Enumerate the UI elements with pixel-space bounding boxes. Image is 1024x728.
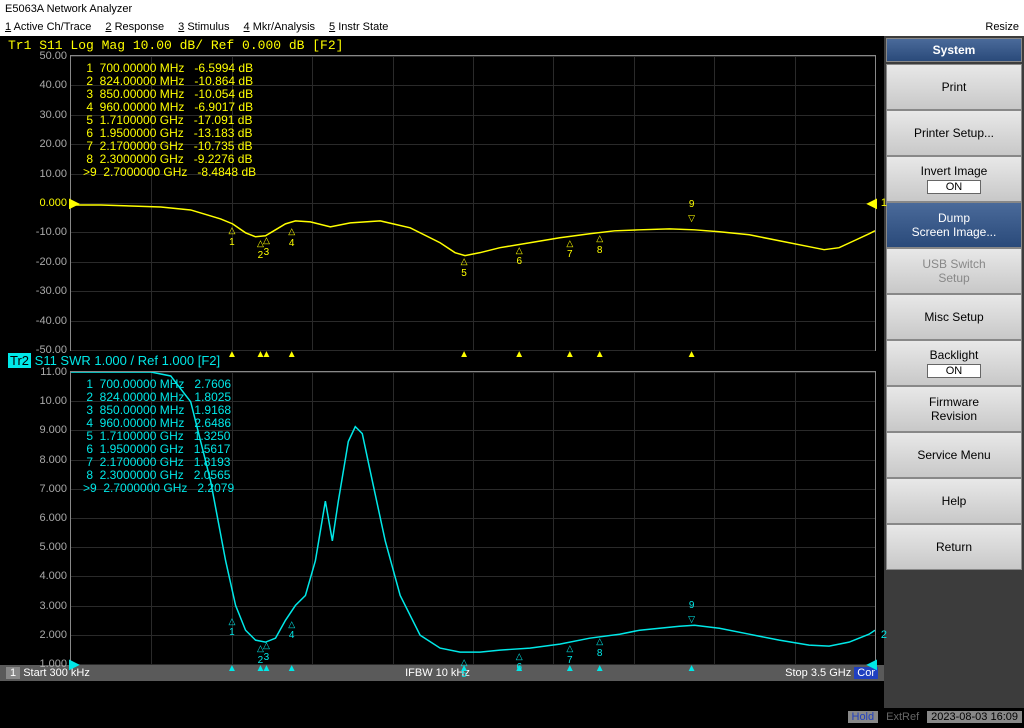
side-firmware[interactable]: FirmwareRevision xyxy=(886,386,1022,432)
side-usbswitch: USB SwitchSetup xyxy=(886,248,1022,294)
status-bar: 1 Start 300 kHz IFBW 10 kHz Stop 3.5 GHz… xyxy=(0,665,884,681)
side-dump[interactable]: DumpScreen Image... xyxy=(886,202,1022,248)
side-print[interactable]: Print xyxy=(886,64,1022,110)
sidebar: System PrintPrinter Setup...Invert Image… xyxy=(884,36,1024,708)
side-backlight[interactable]: BacklightON xyxy=(886,340,1022,386)
side-miscsetup[interactable]: Misc Setup xyxy=(886,294,1022,340)
sidebar-header[interactable]: System xyxy=(886,38,1022,62)
menu-activechtrace[interactable]: 1 Active Ch/Trace xyxy=(5,21,91,33)
bottom-bar: Hold ExtRef 2023-08-03 16:09 xyxy=(0,708,1024,726)
plot-area: Tr1 S11 Log Mag 10.00 dB/ Ref 0.000 dB [… xyxy=(0,36,884,708)
menu-items: 1 Active Ch/Trace 2 Response 3 Stimulus 4 M… xyxy=(5,21,388,33)
menu-mkranalysis[interactable]: 4 Mkr/Analysis xyxy=(244,21,316,33)
timestamp: 2023-08-03 16:09 xyxy=(927,711,1022,723)
side-printersetup[interactable]: Printer Setup... xyxy=(886,110,1022,156)
trace1-title: Tr1 S11 Log Mag 10.00 dB/ Ref 0.000 dB [… xyxy=(0,36,884,55)
extref-indicator: ExtRef xyxy=(882,711,923,723)
menu-instrstate[interactable]: 5 Instr State xyxy=(329,21,388,33)
plot2: 11.0010.009.0008.0007.0006.0005.0004.000… xyxy=(70,371,876,665)
menu-bar: 1 Active Ch/Trace 2 Response 3 Stimulus 4 M… xyxy=(0,18,1024,36)
menu-stimulus[interactable]: 3 Stimulus xyxy=(178,21,229,33)
title-bar: E5063A Network Analyzer xyxy=(0,0,1024,18)
window-title: E5063A Network Analyzer xyxy=(5,3,132,15)
hold-indicator: Hold xyxy=(848,711,879,723)
side-help[interactable]: Help xyxy=(886,478,1022,524)
trace2-title: Tr2 S11 SWR 1.000 / Ref 1.000 [F2] xyxy=(0,351,884,371)
side-invertimage[interactable]: Invert ImageON xyxy=(886,156,1022,202)
resize-label[interactable]: Resize xyxy=(985,21,1019,33)
plot1: 50.0040.0030.0020.0010.000.000-10.00-20.… xyxy=(70,55,876,351)
menu-response[interactable]: 2 Response xyxy=(105,21,164,33)
side-servicemenu[interactable]: Service Menu xyxy=(886,432,1022,478)
side-return[interactable]: Return xyxy=(886,524,1022,570)
